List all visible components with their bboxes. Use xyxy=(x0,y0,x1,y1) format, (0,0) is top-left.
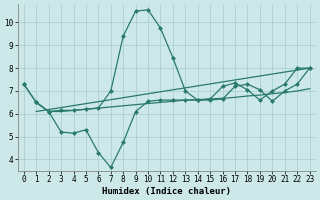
X-axis label: Humidex (Indice chaleur): Humidex (Indice chaleur) xyxy=(102,187,231,196)
